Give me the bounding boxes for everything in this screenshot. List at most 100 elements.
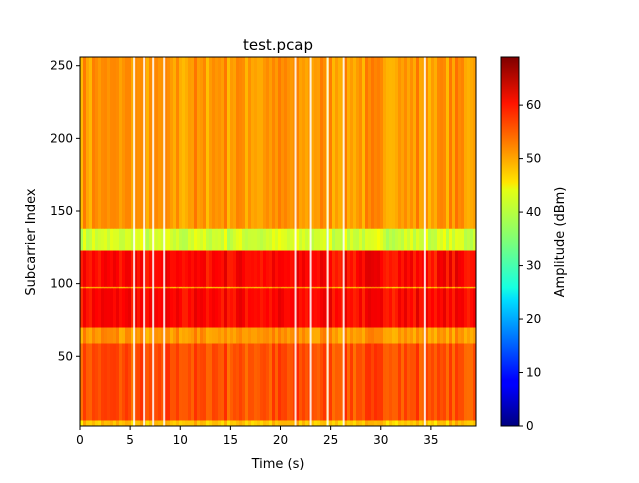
heatmap-cell [314,420,318,427]
heatmap-cell [389,420,393,427]
heatmap-cell [359,420,363,427]
heatmap-cell [89,228,93,251]
heatmap-cell [230,228,234,251]
heatmap-cell [113,343,117,421]
x-axis-label: Time (s) [251,457,305,472]
heatmap-cell [80,250,84,287]
heatmap-cell [386,420,390,427]
heatmap-cell [182,327,186,344]
heatmap-cell [320,286,324,289]
heatmap-cell [392,228,396,251]
heatmap-cell [92,228,96,251]
heatmap-cell [425,286,429,289]
heatmap-cell [155,420,159,427]
heatmap-cell [422,327,426,344]
x-tick-label: 35 [423,433,438,447]
heatmap-cell [455,57,459,229]
heatmap-cell [452,250,456,287]
heatmap-cell [434,420,438,427]
heatmap-cell [200,250,204,287]
heatmap-cell [137,420,141,427]
heatmap-cell [437,287,441,328]
heatmap-cell [248,287,252,328]
missing-data-line [423,57,426,426]
heatmap-cell [215,420,219,427]
heatmap-cell [284,250,288,287]
heatmap-cell [263,228,267,251]
heatmap-cell [296,420,300,427]
heatmap-cell [140,420,144,427]
heatmap-cell [185,287,189,328]
heatmap-cell [227,420,231,427]
heatmap-cell [401,287,405,328]
heatmap-cell [329,57,333,229]
heatmap-cell [158,250,162,287]
heatmap-cell [320,343,324,421]
heatmap-cell [125,420,129,427]
heatmap-cell [95,420,99,427]
heatmap-cell [311,286,315,289]
heatmap-cell [95,287,99,328]
heatmap-cell [344,57,348,229]
heatmap-cell [281,57,285,229]
heatmap-cell [344,327,348,344]
heatmap-cell [197,287,201,328]
heatmap-cell [239,287,243,328]
heatmap-cell [224,286,228,289]
heatmap-cell [467,343,471,421]
heatmap-cell [359,343,363,421]
heatmap-cell [251,327,255,344]
colorbar-tick-label: 60 [526,98,541,112]
heatmap-cell [302,286,306,289]
missing-data-line [143,57,146,426]
heatmap-cell [371,286,375,289]
heatmap-cell [251,286,255,289]
heatmap-cell [233,343,237,421]
heatmap-cell [416,420,420,427]
heatmap-cell [299,287,303,328]
heatmap-cell [179,343,183,421]
heatmap-cell [458,287,462,328]
heatmap-cell [89,250,93,287]
heatmap-cell [206,287,210,328]
colorbar-tick-label: 0 [526,419,534,433]
heatmap-cell [398,250,402,287]
heatmap-cell [272,343,276,421]
heatmap-cell [428,228,432,251]
heatmap-cell [92,327,96,344]
heatmap-cell [455,343,459,421]
heatmap-cell [446,420,450,427]
heatmap-cell [317,57,321,229]
heatmap-cell [305,343,309,421]
heatmap-cell [134,420,138,427]
heatmap-cell [209,287,213,328]
heatmap-cell [83,327,87,344]
heatmap-cell [434,327,438,344]
heatmap-cell [194,286,198,289]
heatmap-cell [473,287,477,328]
heatmap-cell [245,327,249,344]
heatmap-cell [275,343,279,421]
heatmap-cell [221,287,225,328]
heatmap-cell [92,286,96,289]
heatmap-cell [236,228,240,251]
heatmap-cell [188,287,192,328]
heatmap-cell [443,286,447,289]
heatmap-cell [89,343,93,421]
heatmap-cell [449,57,453,229]
heatmap-cell [104,228,108,251]
heatmap-cell [233,57,237,229]
heatmap-cell [347,343,351,421]
heatmap-cell [425,343,429,421]
heatmap-cell [269,287,273,328]
heatmap-cell [350,327,354,344]
heatmap-cell [236,327,240,344]
heatmap-cell [404,250,408,287]
heatmap-cell [383,343,387,421]
heatmap-cell [299,228,303,251]
heatmap-cell [260,250,264,287]
heatmap-cell [437,228,441,251]
heatmap-cell [203,250,207,287]
heatmap-cell [455,250,459,287]
heatmap-cell [257,57,261,229]
